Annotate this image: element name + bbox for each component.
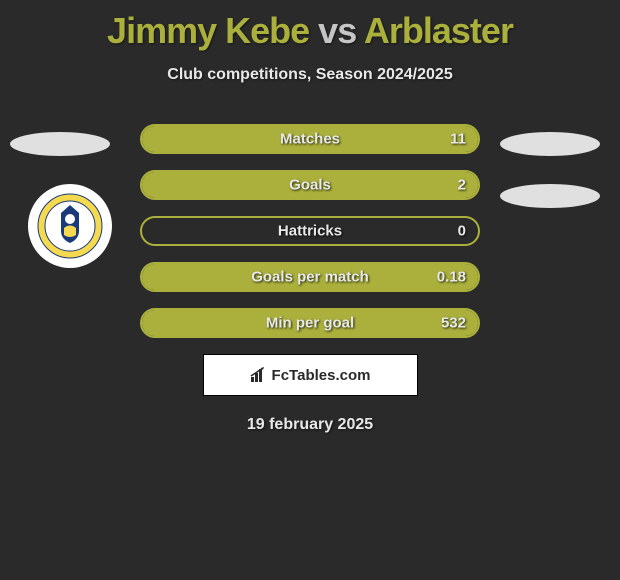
stats-container: Matches 11 Goals 2 Hattricks 0 Goals per match… (0, 124, 620, 338)
bars-icon (250, 367, 268, 383)
stat-row: Goals 2 (140, 170, 480, 200)
stat-value-right: 2 (458, 177, 466, 194)
player2-name: Arblaster (364, 10, 513, 51)
stat-bar: Hattricks 0 (140, 216, 480, 246)
date-label: 19 february 2025 (0, 416, 620, 434)
player1-name: Jimmy Kebe (107, 10, 309, 51)
player1-photo-placeholder (10, 132, 110, 156)
stat-value-right: 11 (450, 131, 466, 148)
brand-tables: Tables.com (289, 367, 370, 384)
stat-row: Goals per match 0.18 (140, 262, 480, 292)
player2-badge-placeholder (500, 184, 600, 208)
brand-fc: Fc (272, 367, 290, 384)
stat-bar: Matches 11 (140, 124, 480, 154)
stat-label: Goals per match (251, 269, 369, 286)
footer-attribution: FcTables.com (203, 354, 418, 396)
player2-photo-placeholder (500, 132, 600, 156)
stat-row: Matches 11 (140, 124, 480, 154)
stat-bar: Goals 2 (140, 170, 480, 200)
stat-label: Hattricks (278, 223, 342, 240)
player1-club-badge (28, 184, 112, 268)
stat-row: Hattricks 0 (140, 216, 480, 246)
stat-bar: Goals per match 0.18 (140, 262, 480, 292)
stat-value-right: 0.18 (437, 269, 466, 286)
vs-text: vs (318, 10, 356, 51)
stat-label: Goals (289, 177, 331, 194)
stat-label: Min per goal (266, 315, 354, 332)
comparison-title: Jimmy Kebe vs Arblaster (0, 0, 620, 52)
stat-label: Matches (280, 131, 340, 148)
subtitle-text: Club competitions, Season 2024/2025 (0, 66, 620, 84)
stat-value-right: 532 (441, 315, 466, 332)
stat-row: Min per goal 532 (140, 308, 480, 338)
stat-value-right: 0 (458, 223, 466, 240)
leeds-badge-icon (37, 193, 103, 259)
fctables-logo: FcTables.com (250, 367, 371, 384)
stat-bar: Min per goal 532 (140, 308, 480, 338)
